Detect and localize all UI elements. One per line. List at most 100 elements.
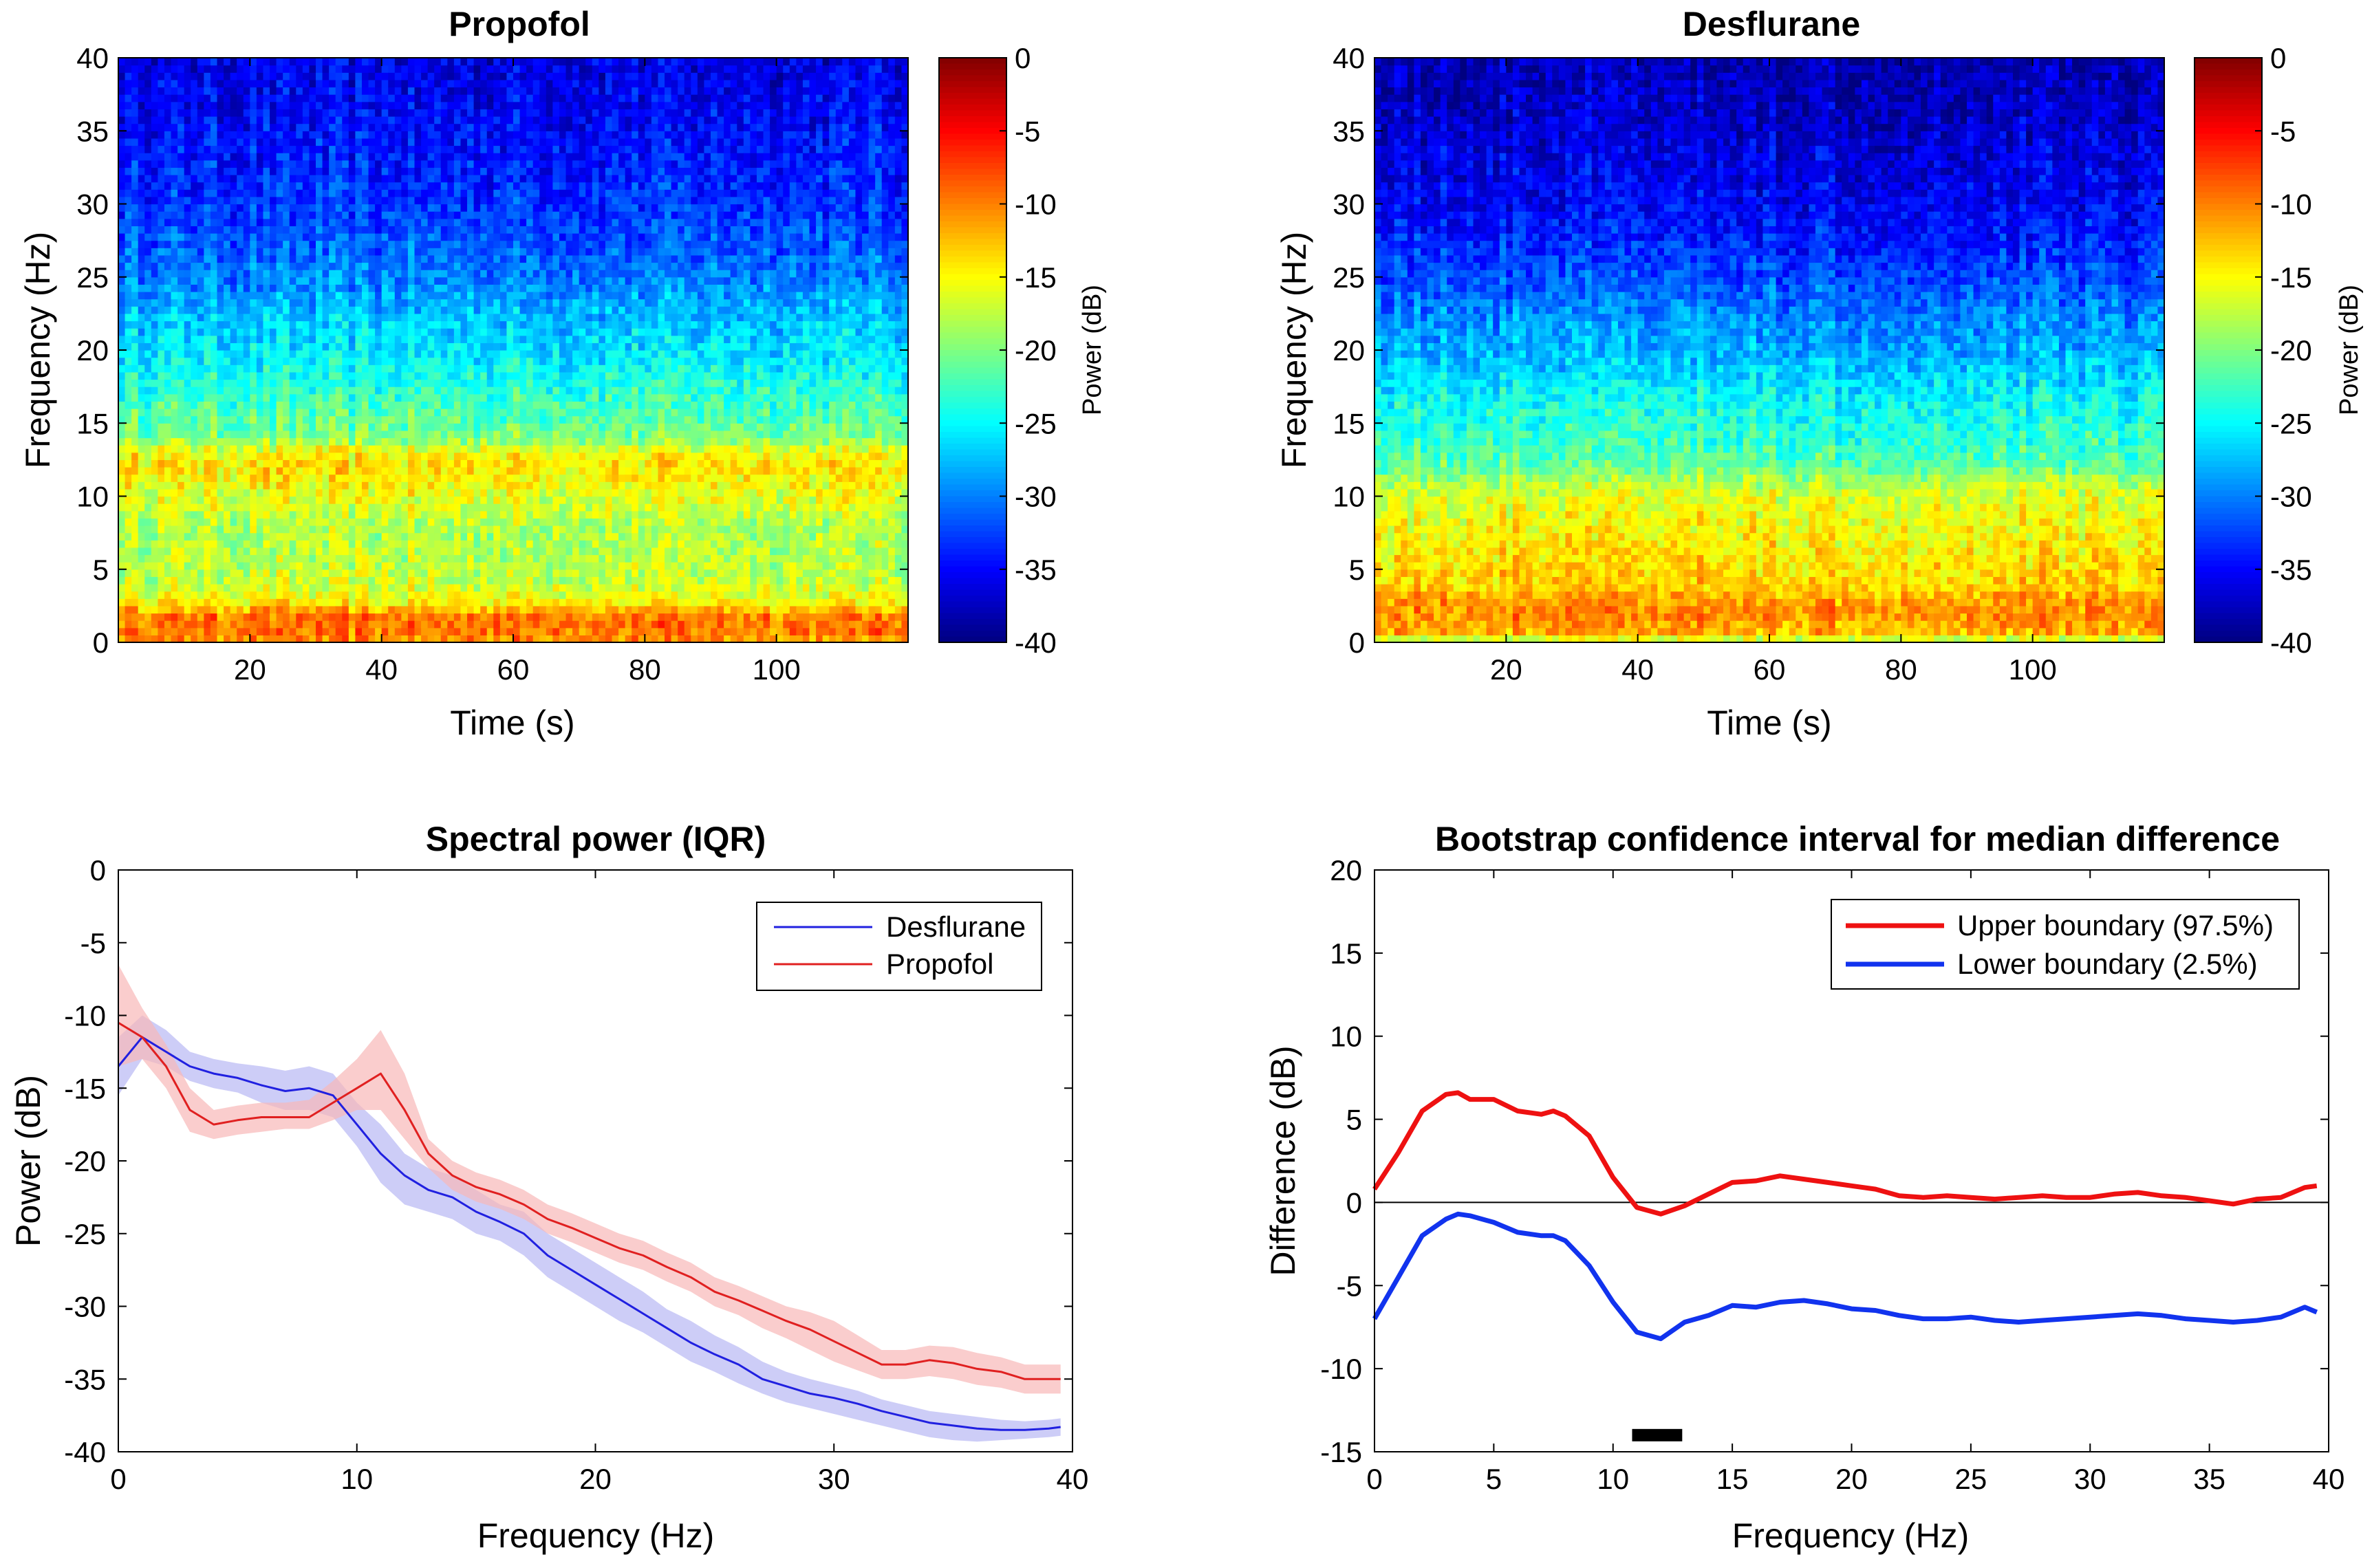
spectrogram-cell	[381, 335, 389, 343]
spectrogram-cell	[309, 123, 316, 131]
spectrogram-cell	[506, 175, 514, 183]
spectrogram-cell	[506, 233, 514, 241]
spectrogram-cell	[131, 65, 139, 73]
spectrogram-cell	[335, 350, 343, 358]
spectrogram-cell	[158, 474, 165, 482]
spectrogram-cell	[506, 620, 514, 629]
spectrogram-cell	[289, 532, 296, 541]
spectrogram-cell	[407, 445, 416, 453]
spectrogram-cell	[460, 189, 468, 197]
spectrogram-cell	[447, 576, 455, 585]
spectrogram-cell	[316, 569, 323, 577]
spectrogram-cell	[210, 503, 218, 512]
spectrogram-cell	[335, 276, 343, 285]
spectrogram-cell	[250, 101, 257, 109]
spectrogram-cell	[453, 306, 462, 314]
spectrogram-cell	[197, 248, 204, 256]
spectrogram-cell	[309, 437, 316, 446]
spectrogram-cell	[388, 270, 396, 278]
spectrogram-cell	[184, 532, 191, 541]
spectrogram-cell	[499, 525, 508, 534]
spectrogram-cell	[217, 415, 224, 424]
spectrogram-cell	[440, 540, 448, 548]
spectrogram-cell	[440, 386, 448, 395]
spectrogram-cell	[177, 386, 185, 395]
spectrogram-cell	[427, 72, 435, 80]
spectrogram-cell	[289, 116, 296, 124]
spectrogram-cell	[499, 138, 508, 146]
spectrogram-cell	[191, 525, 198, 534]
spectrogram-cell	[473, 254, 481, 263]
spectrogram-cell	[375, 79, 382, 88]
spectrogram-cell	[210, 189, 218, 197]
spectrogram-cell	[125, 320, 132, 329]
spectrogram-cell	[263, 620, 270, 629]
spectrogram-cell	[302, 357, 310, 365]
spectrogram-cell	[407, 87, 416, 95]
spectrogram-cell	[407, 298, 416, 307]
spectrogram-cell	[224, 357, 231, 365]
spectrogram-cell	[361, 218, 369, 226]
spectrogram-cell	[467, 518, 475, 526]
spectrogram-cell	[151, 613, 158, 621]
spectrogram-cell	[283, 591, 290, 599]
spectrogram-cell	[473, 342, 481, 351]
spectrogram-cell	[440, 276, 448, 285]
spectrogram-cell	[355, 292, 363, 300]
spectrogram-cell	[361, 510, 369, 519]
spectrogram-cell	[506, 430, 514, 439]
spectrogram-cell	[480, 153, 488, 161]
spectrogram-cell	[368, 65, 376, 73]
spectrogram-cell	[407, 481, 416, 490]
spectrogram-cell	[473, 167, 481, 175]
spectrogram-cell	[151, 423, 158, 431]
spectrogram-cell	[184, 109, 191, 117]
spectrogram-cell	[414, 496, 422, 504]
spectrogram-cell	[375, 591, 382, 599]
spectrogram-cell	[158, 445, 165, 453]
spectrogram-cell	[335, 547, 343, 556]
spectrogram-cell	[401, 138, 409, 146]
spectrogram-cell	[151, 123, 158, 131]
spectrogram-cell	[335, 72, 343, 80]
spectrogram-cell	[447, 342, 455, 351]
spectrogram-cell	[414, 182, 422, 190]
spectrogram-cell	[414, 409, 422, 417]
spectrogram-cell	[348, 540, 356, 548]
spectrogram-cell	[204, 306, 211, 314]
spectrogram-cell	[263, 401, 270, 409]
spectrogram-cell	[401, 459, 409, 468]
spectrogram-cell	[243, 481, 250, 490]
spectrogram-cell	[276, 211, 283, 219]
spectrogram-cell	[368, 109, 376, 117]
spectrogram-cell	[401, 204, 409, 212]
spectrogram-cell	[296, 72, 303, 80]
spectrogram-cell	[513, 226, 521, 234]
spectrogram-cell	[401, 153, 409, 161]
spectrogram-cell	[309, 364, 316, 373]
spectrogram-cell	[348, 635, 356, 643]
spectrogram-cell	[506, 292, 514, 300]
spectrogram-cell	[453, 131, 462, 139]
spectrogram-cell	[191, 467, 198, 475]
spectrogram-cell	[210, 101, 218, 109]
spectrogram-cell	[335, 306, 343, 314]
spectrogram-cell	[401, 467, 409, 475]
spectrogram-cell	[283, 393, 290, 402]
spectrogram-cell	[348, 364, 356, 373]
spectrogram-cell	[375, 175, 382, 183]
spectrogram-cell	[460, 328, 468, 336]
spectrogram-cell	[506, 350, 514, 358]
spectrogram-cell	[270, 547, 277, 556]
spectrogram-cell	[460, 196, 468, 205]
spectrogram-cell	[217, 218, 224, 226]
spectrogram-cell	[335, 415, 343, 424]
spectrogram-cell	[467, 189, 475, 197]
spectrogram-cell	[177, 276, 185, 285]
spectrogram-cell	[401, 145, 409, 153]
spectrogram-cell	[329, 591, 336, 599]
spectrogram-cell	[164, 525, 172, 534]
spectrogram-cell	[270, 109, 277, 117]
spectrogram-cell	[427, 591, 435, 599]
